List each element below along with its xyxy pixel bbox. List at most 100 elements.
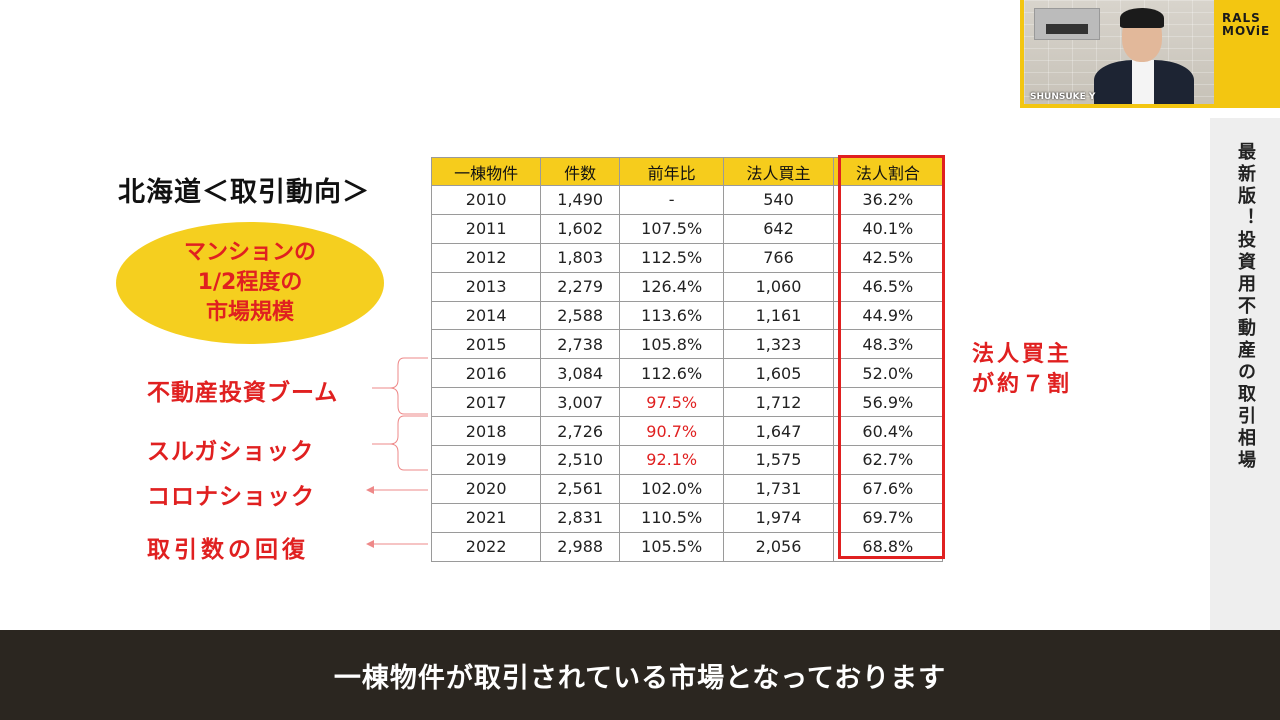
header-corporate-buyers: 法人買主 bbox=[723, 157, 834, 186]
cell-corporate-ratio: 67.6% bbox=[832, 473, 944, 504]
header-count: 件数 bbox=[540, 157, 621, 186]
cell-corporate-ratio: 62.7% bbox=[832, 445, 944, 475]
cell-year: 2019 bbox=[430, 445, 542, 475]
cell-year: 2013 bbox=[430, 271, 542, 302]
table-row: 2022 2,988 105.5% 2,056 68.8% bbox=[430, 531, 944, 562]
boom-brace bbox=[372, 357, 428, 415]
cell-year: 2016 bbox=[430, 358, 542, 389]
cell-corporate-buyers: 1,323 bbox=[723, 329, 834, 360]
logo-line-1: RALS bbox=[1222, 11, 1261, 25]
cell-yoy: 105.8% bbox=[619, 329, 725, 360]
cell-corporate-buyers: 766 bbox=[723, 242, 834, 273]
market-size-ellipse: マンションの 1/2程度の 市場規模 bbox=[116, 222, 384, 344]
cell-count: 3,084 bbox=[540, 358, 621, 389]
cell-corporate-ratio: 42.5% bbox=[832, 242, 944, 273]
transaction-table: 一棟物件 件数 前年比 法人買主 法人割合 2010 1,490-540 36.2%… bbox=[430, 157, 944, 562]
cell-corporate-buyers: 1,974 bbox=[723, 502, 834, 533]
cell-yoy: 126.4% bbox=[619, 271, 725, 302]
cell-corporate-buyers: 1,712 bbox=[723, 387, 834, 418]
cell-corporate-ratio: 36.2% bbox=[832, 185, 944, 215]
recovery-arrowhead bbox=[366, 540, 374, 548]
note-line-2: が約７割 bbox=[972, 372, 1073, 397]
cell-yoy: 112.6% bbox=[619, 358, 725, 389]
cell-corporate-ratio: 52.0% bbox=[832, 358, 944, 389]
cell-year: 2021 bbox=[430, 502, 542, 533]
cell-yoy: 112.5% bbox=[619, 242, 725, 273]
table-header-row: 一棟物件 件数 前年比 法人買主 法人割合 bbox=[430, 157, 944, 186]
cell-yoy: 92.1% bbox=[619, 445, 725, 475]
cell-count: 3,007 bbox=[540, 387, 621, 418]
cell-corporate-ratio: 46.5% bbox=[832, 271, 944, 302]
cell-corporate-ratio: 40.1% bbox=[832, 213, 944, 244]
cell-year: 2011 bbox=[430, 213, 542, 244]
table-row: 2016 3,084 112.6% 1,605 52.0% bbox=[430, 358, 944, 389]
cell-count: 1,602 bbox=[540, 213, 621, 244]
logo-line-2: MOViE bbox=[1222, 24, 1271, 38]
cell-corporate-buyers: 2,056 bbox=[723, 531, 834, 562]
cell-yoy: 90.7% bbox=[619, 416, 725, 447]
cell-year: 2014 bbox=[430, 300, 542, 331]
speaker-hair bbox=[1120, 8, 1164, 28]
cell-year: 2018 bbox=[430, 416, 542, 447]
cell-count: 2,738 bbox=[540, 329, 621, 360]
speaker-shirt bbox=[1132, 60, 1154, 104]
cell-corporate-ratio: 56.9% bbox=[832, 387, 944, 418]
cell-year: 2010 bbox=[430, 185, 542, 215]
cell-count: 2,988 bbox=[540, 531, 621, 562]
subtitle-text: 一棟物件が取引されている市場となっております bbox=[333, 662, 947, 694]
cell-count: 1,803 bbox=[540, 242, 621, 273]
table-row: 2019 2,510 92.1% 1,575 62.7% bbox=[430, 445, 944, 475]
cell-count: 2,726 bbox=[540, 416, 621, 447]
ellipse-line-1: マンションの bbox=[183, 240, 316, 265]
cell-corporate-buyers: 1,575 bbox=[723, 445, 834, 475]
table-row: 2017 3,007 97.5% 1,712 56.9% bbox=[430, 387, 944, 418]
ellipse-line-2: 1/2程度の bbox=[197, 270, 303, 295]
cell-corporate-ratio: 60.4% bbox=[832, 416, 944, 447]
nameplate-label bbox=[1046, 24, 1088, 34]
cell-corporate-buyers: 540 bbox=[723, 185, 834, 215]
table-row: 2012 1,803 112.5% 766 42.5% bbox=[430, 242, 944, 273]
ellipse-line-3: 市場規模 bbox=[205, 300, 294, 325]
table-row: 2021 2,831 110.5% 1,974 69.7% bbox=[430, 502, 944, 533]
note-line-1: 法人買主 bbox=[972, 342, 1073, 367]
cell-yoy: 110.5% bbox=[619, 502, 725, 533]
subtitle-bar: 一棟物件が取引されている市場となっております bbox=[0, 630, 1280, 720]
cell-year: 2017 bbox=[430, 387, 542, 418]
cell-corporate-ratio: 68.8% bbox=[832, 531, 944, 562]
cell-corporate-ratio: 48.3% bbox=[832, 329, 944, 360]
cell-yoy: 107.5% bbox=[619, 213, 725, 244]
cell-corporate-buyers: 1,161 bbox=[723, 300, 834, 331]
table-row: 2014 2,588 113.6% 1,161 44.9% bbox=[430, 300, 944, 331]
header-property: 一棟物件 bbox=[430, 157, 542, 186]
annotation-corona-shock: コロナショック bbox=[147, 484, 315, 510]
cell-count: 1,490 bbox=[540, 185, 621, 215]
header-yoy: 前年比 bbox=[619, 157, 725, 186]
annotation-suruga-shock: スルガショック bbox=[147, 439, 315, 465]
cell-yoy: 97.5% bbox=[619, 387, 725, 418]
table-row: 2020 2,561 102.0% 1,731 67.6% bbox=[430, 473, 944, 504]
cell-corporate-buyers: 1,731 bbox=[723, 473, 834, 504]
cell-corporate-buyers: 1,647 bbox=[723, 416, 834, 447]
table-row: 2015 2,738 105.8% 1,323 48.3% bbox=[430, 329, 944, 360]
cell-count: 2,510 bbox=[540, 445, 621, 475]
cell-count: 2,279 bbox=[540, 271, 621, 302]
corporate-buyer-note: 法人買主 が約７割 bbox=[972, 340, 1072, 400]
suruga-brace bbox=[372, 415, 428, 471]
speaker-video-frame: SHUNSUKE Y bbox=[1020, 0, 1280, 108]
sidebar-title: 最新版！投資用不動産の取引相場 bbox=[1235, 142, 1256, 472]
video-title-sidebar: 最新版！投資用不動産の取引相場 bbox=[1210, 118, 1280, 630]
cell-corporate-buyers: 1,060 bbox=[723, 271, 834, 302]
table-row: 2018 2,726 90.7% 1,647 60.4% bbox=[430, 416, 944, 447]
cell-year: 2012 bbox=[430, 242, 542, 273]
cell-year: 2022 bbox=[430, 531, 542, 562]
corona-arrowhead bbox=[366, 486, 374, 494]
slide-title: 北海道＜取引動向＞ bbox=[118, 177, 370, 208]
cell-yoy: 102.0% bbox=[619, 473, 725, 504]
speaker-name: SHUNSUKE Y bbox=[1030, 92, 1096, 102]
cell-corporate-buyers: 1,605 bbox=[723, 358, 834, 389]
cell-year: 2015 bbox=[430, 329, 542, 360]
table-row: 2011 1,602 107.5% 642 40.1% bbox=[430, 213, 944, 244]
channel-logo: RALS MOViE bbox=[1222, 12, 1270, 38]
cell-count: 2,561 bbox=[540, 473, 621, 504]
cell-count: 2,588 bbox=[540, 300, 621, 331]
